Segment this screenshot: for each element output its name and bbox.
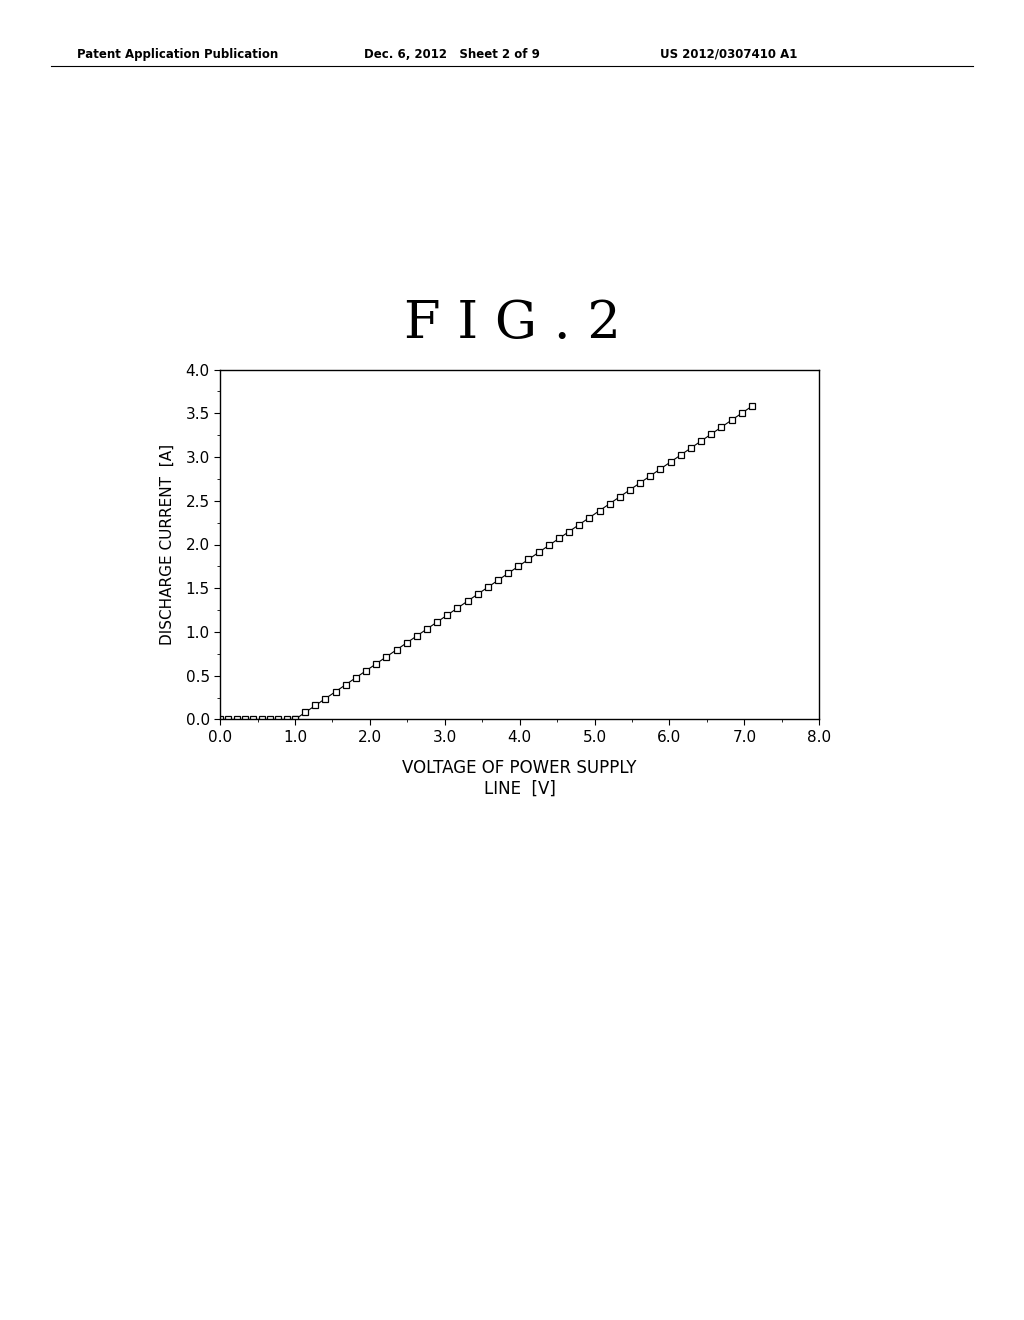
Text: F I G . 2: F I G . 2 bbox=[403, 298, 621, 348]
Text: Patent Application Publication: Patent Application Publication bbox=[77, 48, 279, 61]
Y-axis label: DISCHARGE CURRENT  [A]: DISCHARGE CURRENT [A] bbox=[160, 444, 174, 645]
X-axis label: VOLTAGE OF POWER SUPPLY
LINE  [V]: VOLTAGE OF POWER SUPPLY LINE [V] bbox=[402, 759, 637, 797]
Text: US 2012/0307410 A1: US 2012/0307410 A1 bbox=[660, 48, 798, 61]
Text: Dec. 6, 2012   Sheet 2 of 9: Dec. 6, 2012 Sheet 2 of 9 bbox=[364, 48, 540, 61]
